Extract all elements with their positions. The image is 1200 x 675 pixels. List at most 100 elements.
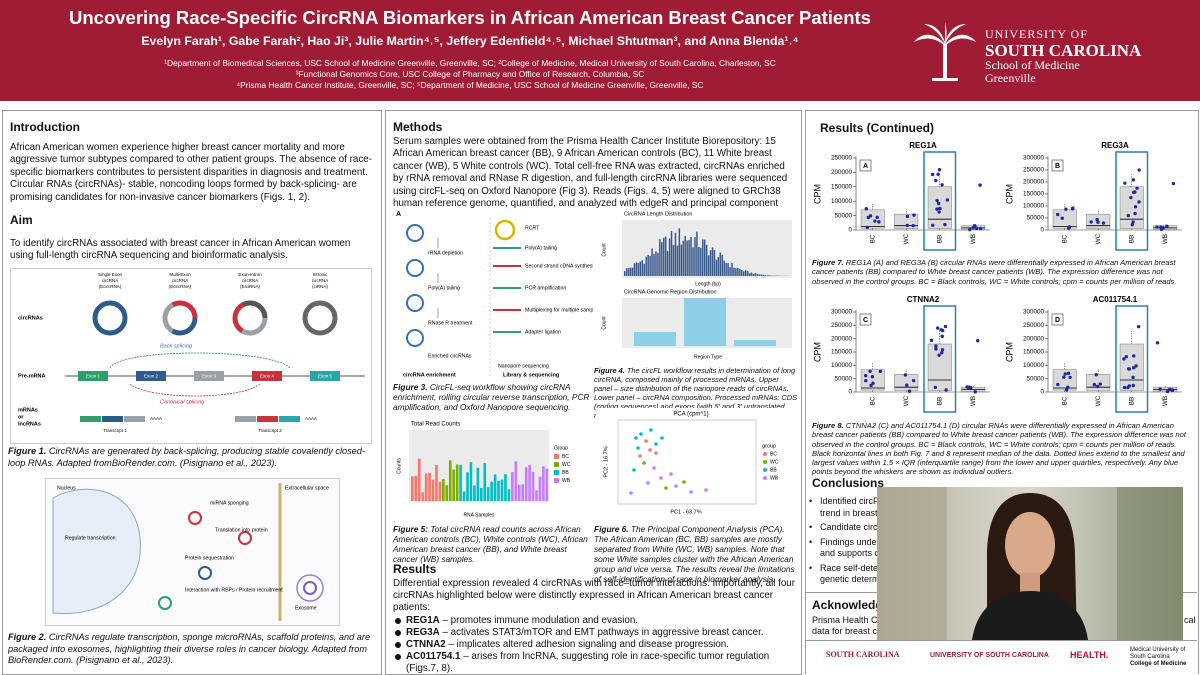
data-point — [936, 201, 941, 206]
data-point — [940, 183, 944, 187]
x-tick-label: WC — [903, 233, 910, 244]
read-bar — [435, 464, 438, 501]
y-tick-label: 0 — [848, 227, 852, 234]
y-tick-label: 250000 — [831, 322, 853, 329]
data-point — [865, 225, 870, 230]
read-bar — [448, 460, 452, 501]
data-point — [1135, 186, 1139, 190]
process-label: Back splicing — [160, 343, 193, 349]
caption-label: Figure 1. — [8, 446, 47, 456]
read-bar — [459, 464, 462, 501]
histogram-bar — [670, 230, 673, 276]
panel-bg — [617, 419, 757, 505]
box — [1052, 209, 1077, 229]
x-tick-label: WB — [970, 234, 977, 244]
footer-logo: SOUTH CAROLINA — [826, 650, 900, 659]
histogram-bar — [629, 267, 632, 276]
data-point — [1092, 382, 1097, 387]
read-bar — [455, 464, 459, 501]
legend-swatch — [763, 452, 767, 456]
read-bar — [421, 492, 424, 501]
trunk — [943, 44, 947, 78]
box-plot: REG3A 0 50000 100000 150000 200000 250000 30000… — [1004, 141, 1182, 251]
data-point — [975, 339, 980, 343]
histogram-bar — [690, 236, 692, 276]
workflow-step: rRNA depletion — [428, 250, 463, 256]
histogram-bar — [764, 275, 766, 276]
data-point — [1066, 385, 1070, 389]
x-tick-label: WB — [1162, 396, 1169, 406]
data-point — [1131, 383, 1136, 388]
gene-description: – promotes immune modulation and evasion… — [442, 614, 639, 626]
results-item: REG3A – activates STAT3/mTOR and EMT pat… — [393, 627, 797, 639]
histogram-bar — [684, 235, 686, 276]
panel-letter-box — [1051, 159, 1064, 172]
data-point — [930, 172, 935, 177]
exon — [252, 371, 282, 381]
logo-line: College of Medicine — [1130, 661, 1187, 667]
affiliation: ⁴Prisma Health Cancer Institute, Greenvi… — [236, 80, 704, 90]
data-point — [911, 223, 915, 228]
polya-tail: AAAA — [150, 416, 162, 421]
histogram-bar — [653, 253, 655, 276]
panel-letter-box — [1051, 313, 1064, 326]
results-paragraph: Differential expression revealed 4 circR… — [393, 578, 796, 614]
fronds — [914, 22, 976, 46]
circrna-type: (ciRNA) — [312, 284, 328, 289]
histogram-bar — [758, 274, 761, 276]
section-heading: Results — [393, 562, 437, 576]
data-point — [1127, 384, 1132, 388]
read-bar — [521, 484, 524, 501]
logo-line: Greenville — [985, 71, 1036, 85]
box — [860, 209, 885, 229]
histogram-bar — [754, 273, 757, 276]
pca-point — [649, 428, 653, 432]
y-tick-label: 150000 — [831, 183, 853, 190]
read-bar — [531, 471, 535, 501]
histogram-bar — [692, 247, 694, 276]
read-bar — [414, 475, 418, 501]
highlight-box — [923, 151, 957, 251]
data-point — [868, 214, 873, 218]
y-tick-label: 0 — [848, 389, 852, 396]
transcript-label: Transcript 1 — [103, 428, 127, 433]
workflow-step: RCRT — [525, 225, 540, 231]
process-label: Canonical splicing — [160, 399, 205, 405]
y-tick-label: 100000 — [1023, 203, 1045, 210]
box — [1086, 374, 1111, 391]
histogram-bar — [631, 267, 634, 276]
data-point — [974, 226, 979, 231]
panel-letter: B — [1055, 163, 1060, 170]
workflow-step: Second strand cDNA synthesis — [525, 263, 593, 269]
data-point — [1094, 373, 1098, 377]
axis-label: PC2 - 16.7% — [603, 446, 609, 477]
circrna-icon — [188, 511, 202, 525]
pca-point — [636, 446, 640, 450]
y-tick-label: 50000 — [1026, 375, 1044, 382]
y-tick-label: 50000 — [1026, 215, 1044, 222]
circrna-type: circRNA — [312, 278, 329, 283]
workflow-step: Nanopore sequencing — [498, 363, 549, 369]
histogram-bar — [694, 237, 696, 276]
gene: CTNNA2 — [406, 639, 446, 651]
legend-swatch — [554, 462, 559, 467]
axis-label: Count — [601, 316, 607, 330]
histogram-bar — [729, 267, 731, 276]
gene: REG3A — [406, 626, 440, 638]
read-bar — [504, 474, 507, 501]
gene: REG1A — [406, 614, 440, 626]
data-point — [1131, 375, 1135, 380]
histogram-bar — [659, 239, 661, 276]
transcript-exon — [102, 416, 123, 422]
caption-label: Figure 5: — [393, 524, 429, 534]
gene: AC011754.1 — [406, 651, 461, 663]
circrna-type: Multi-Exon — [169, 272, 191, 277]
read-bar — [483, 462, 487, 501]
read-bar — [493, 474, 497, 501]
data-point — [933, 385, 938, 390]
header-band — [0, 0, 1200, 101]
data-point — [911, 378, 916, 383]
neck — [1020, 573, 1040, 595]
legend-swatch — [554, 454, 559, 459]
